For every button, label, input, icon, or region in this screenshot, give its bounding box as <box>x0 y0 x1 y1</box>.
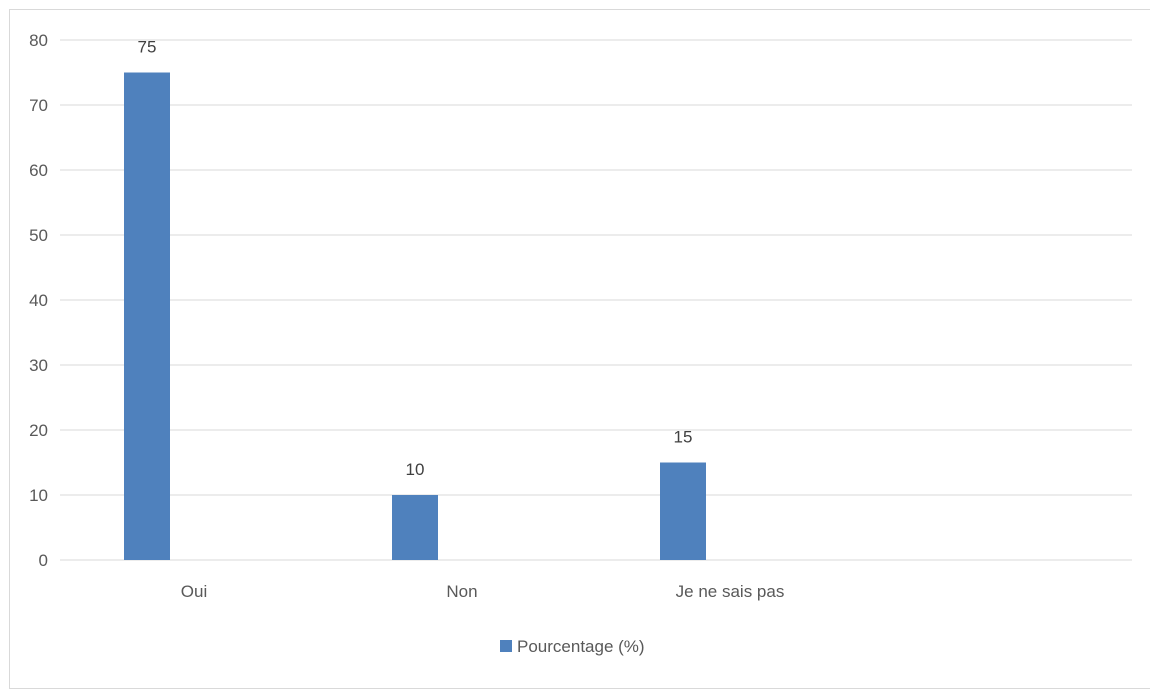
x-tick-label: Oui <box>181 582 207 601</box>
bar <box>124 72 170 560</box>
data-label: 75 <box>138 38 157 57</box>
gridlines <box>60 39 1132 561</box>
y-axis-ticks: 0 10 20 30 40 50 60 70 80 <box>29 31 48 570</box>
y-tick-label: 50 <box>29 226 48 245</box>
legend-swatch <box>500 640 512 652</box>
data-labels: 75 10 15 <box>138 38 693 480</box>
y-tick-label: 60 <box>29 161 48 180</box>
y-tick-label: 20 <box>29 421 48 440</box>
bar <box>392 495 438 560</box>
y-tick-label: 30 <box>29 356 48 375</box>
legend-label: Pourcentage (%) <box>517 637 645 656</box>
y-tick-label: 10 <box>29 486 48 505</box>
data-label: 10 <box>406 460 425 479</box>
y-tick-label: 40 <box>29 291 48 310</box>
y-tick-label: 80 <box>29 31 48 50</box>
data-label: 15 <box>674 428 693 447</box>
y-tick-label: 0 <box>39 551 48 570</box>
legend: Pourcentage (%) <box>500 637 645 656</box>
x-axis-ticks: Oui Non Je ne sais pas <box>181 582 785 601</box>
bars <box>124 72 706 560</box>
x-tick-label: Je ne sais pas <box>676 582 785 601</box>
y-tick-label: 70 <box>29 96 48 115</box>
bar <box>660 462 706 560</box>
x-tick-label: Non <box>446 582 477 601</box>
